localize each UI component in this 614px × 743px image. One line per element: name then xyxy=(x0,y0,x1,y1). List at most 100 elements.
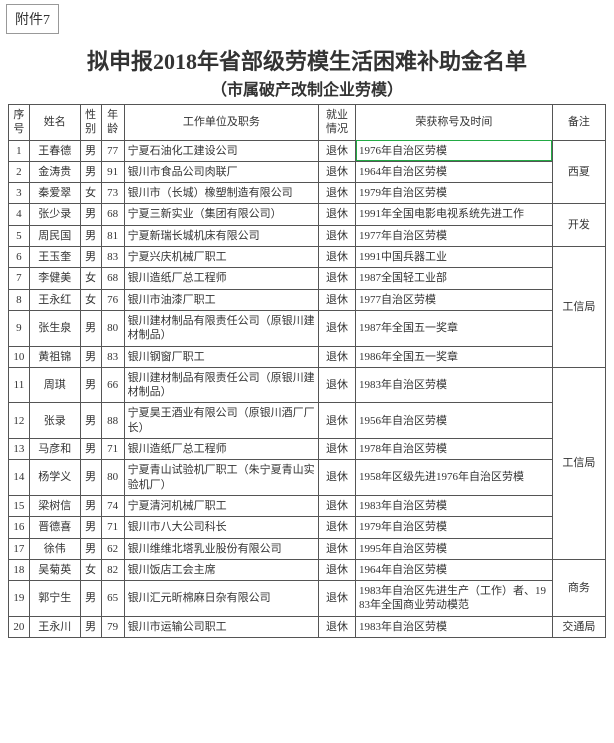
cell-note: 工信局 xyxy=(552,247,605,368)
cell-honor: 1983年自治区劳模 xyxy=(356,616,553,637)
cell-age: 81 xyxy=(101,225,124,246)
cell-age: 80 xyxy=(101,460,124,496)
cell-name: 黄祖锦 xyxy=(29,346,80,367)
cell-work: 宁夏清河机械厂职工 xyxy=(124,495,318,516)
table-row: 18吴菊英女82银川饭店工会主席退休1964年自治区劳模商务 xyxy=(9,559,606,580)
cell-name: 郭宁生 xyxy=(29,581,80,617)
cell-idx: 16 xyxy=(9,517,30,538)
cell-gender: 男 xyxy=(80,346,101,367)
cell-age: 65 xyxy=(101,581,124,617)
table-row: 15梁树信男74宁夏清河机械厂职工退休1983年自治区劳模 xyxy=(9,495,606,516)
cell-gender: 男 xyxy=(80,616,101,637)
cell-name: 张少录 xyxy=(29,204,80,225)
cell-age: 77 xyxy=(101,140,124,161)
cell-status: 退休 xyxy=(319,439,356,460)
table-row: 14杨学义男80宁夏青山试验机厂职工（朱宁夏青山实验机厂）退休1958年区级先进… xyxy=(9,460,606,496)
cell-status: 退休 xyxy=(319,495,356,516)
col-age: 年龄 xyxy=(101,105,124,141)
cell-idx: 18 xyxy=(9,559,30,580)
cell-work: 银川汇元昕棉麻日杂有限公司 xyxy=(124,581,318,617)
cell-name: 李健美 xyxy=(29,268,80,289)
cell-status: 退休 xyxy=(319,161,356,182)
cell-work: 银川建材制品有限责任公司（原银川建材制品） xyxy=(124,310,318,346)
cell-gender: 男 xyxy=(80,310,101,346)
cell-idx: 6 xyxy=(9,247,30,268)
cell-work: 银川市油漆厂职工 xyxy=(124,289,318,310)
cell-honor: 1979年自治区劳模 xyxy=(356,517,553,538)
table-row: 5周民国男81宁夏新瑞长城机床有限公司退休1977年自治区劳模 xyxy=(9,225,606,246)
cell-age: 88 xyxy=(101,403,124,439)
cell-work: 银川市八大公司科长 xyxy=(124,517,318,538)
cell-name: 马彦和 xyxy=(29,439,80,460)
cell-work: 宁夏昊王酒业有限公司（原银川酒厂厂长） xyxy=(124,403,318,439)
cell-status: 退休 xyxy=(319,367,356,403)
page-title: 拟申报2018年省部级劳模生活困难补助金名单 xyxy=(0,38,614,76)
roster-table: 序号 姓名 性别 年龄 工作单位及职务 就业情况 荣获称号及时间 备注 1王春德… xyxy=(8,104,606,638)
cell-gender: 女 xyxy=(80,268,101,289)
cell-idx: 9 xyxy=(9,310,30,346)
cell-work: 宁夏新瑞长城机床有限公司 xyxy=(124,225,318,246)
cell-idx: 3 xyxy=(9,183,30,204)
cell-age: 71 xyxy=(101,439,124,460)
table-row: 1王春德男77宁夏石油化工建设公司退休1976年自治区劳模西夏 xyxy=(9,140,606,161)
cell-idx: 19 xyxy=(9,581,30,617)
cell-work: 银川钢窗厂职工 xyxy=(124,346,318,367)
cell-status: 退休 xyxy=(319,268,356,289)
cell-honor: 1995年自治区劳模 xyxy=(356,538,553,559)
cell-name: 杨学义 xyxy=(29,460,80,496)
cell-idx: 5 xyxy=(9,225,30,246)
cell-gender: 男 xyxy=(80,161,101,182)
cell-honor: 1979年自治区劳模 xyxy=(356,183,553,204)
cell-idx: 17 xyxy=(9,538,30,559)
cell-name: 张录 xyxy=(29,403,80,439)
cell-name: 徐伟 xyxy=(29,538,80,559)
cell-gender: 男 xyxy=(80,439,101,460)
cell-age: 66 xyxy=(101,367,124,403)
cell-idx: 2 xyxy=(9,161,30,182)
cell-work: 银川市运输公司职工 xyxy=(124,616,318,637)
cell-honor: 1964年自治区劳模 xyxy=(356,559,553,580)
cell-honor: 1991中国兵器工业 xyxy=(356,247,553,268)
cell-honor: 1991年全国电影电视系统先进工作 xyxy=(356,204,553,225)
cell-gender: 女 xyxy=(80,289,101,310)
cell-honor: 1976年自治区劳模 xyxy=(356,140,553,161)
cell-name: 张生泉 xyxy=(29,310,80,346)
cell-status: 退休 xyxy=(319,204,356,225)
cell-status: 退休 xyxy=(319,140,356,161)
cell-name: 金涛贵 xyxy=(29,161,80,182)
cell-age: 68 xyxy=(101,204,124,225)
cell-name: 梁树信 xyxy=(29,495,80,516)
cell-age: 80 xyxy=(101,310,124,346)
cell-age: 82 xyxy=(101,559,124,580)
cell-honor: 1977年自治区劳模 xyxy=(356,225,553,246)
cell-honor: 1978年自治区劳模 xyxy=(356,439,553,460)
cell-status: 退休 xyxy=(319,225,356,246)
cell-name: 秦爱翠 xyxy=(29,183,80,204)
cell-idx: 11 xyxy=(9,367,30,403)
table-row: 20王永川男79银川市运输公司职工退休1983年自治区劳模交通局 xyxy=(9,616,606,637)
cell-work: 银川市食品公司肉联厂 xyxy=(124,161,318,182)
cell-honor: 1986年全国五一奖章 xyxy=(356,346,553,367)
cell-idx: 12 xyxy=(9,403,30,439)
cell-status: 退休 xyxy=(319,247,356,268)
cell-note: 交通局 xyxy=(552,616,605,637)
cell-age: 79 xyxy=(101,616,124,637)
table-row: 8王永红女76银川市油漆厂职工退休1977自治区劳模 xyxy=(9,289,606,310)
col-work: 工作单位及职务 xyxy=(124,105,318,141)
cell-status: 退休 xyxy=(319,289,356,310)
table-row: 7李健美女68银川造纸厂总工程师退休1987全国轻工业部 xyxy=(9,268,606,289)
cell-status: 退休 xyxy=(319,183,356,204)
cell-status: 退休 xyxy=(319,581,356,617)
cell-status: 退休 xyxy=(319,460,356,496)
cell-gender: 男 xyxy=(80,517,101,538)
col-status: 就业情况 xyxy=(319,105,356,141)
cell-name: 吴菊英 xyxy=(29,559,80,580)
cell-honor: 1956年自治区劳模 xyxy=(356,403,553,439)
cell-gender: 男 xyxy=(80,538,101,559)
cell-age: 71 xyxy=(101,517,124,538)
cell-honor: 1977自治区劳模 xyxy=(356,289,553,310)
cell-honor: 1983年自治区先进生产（工作）者、1983年全国商业劳动模范 xyxy=(356,581,553,617)
cell-idx: 4 xyxy=(9,204,30,225)
cell-idx: 7 xyxy=(9,268,30,289)
cell-name: 晋德喜 xyxy=(29,517,80,538)
